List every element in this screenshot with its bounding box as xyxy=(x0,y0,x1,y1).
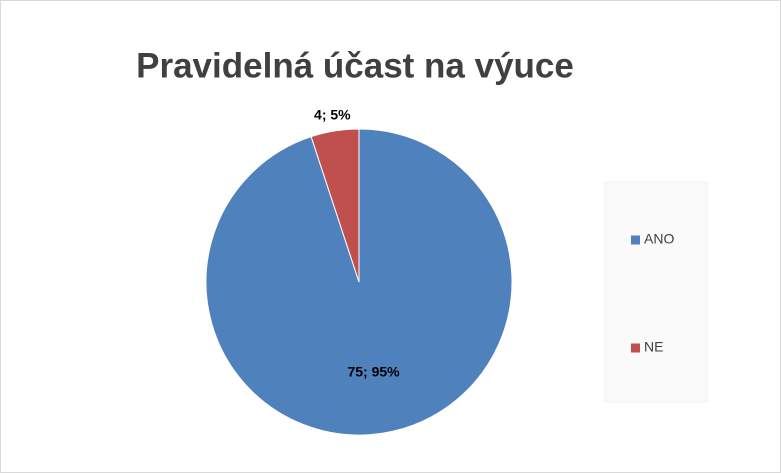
legend-label: NE xyxy=(644,339,663,355)
legend-swatch xyxy=(631,343,640,353)
legend-swatch xyxy=(631,235,640,245)
data-label: 4; 5% xyxy=(314,107,351,123)
data-label: 75; 95% xyxy=(347,363,400,379)
legend-box xyxy=(604,181,708,403)
legend-label: ANO xyxy=(644,231,674,247)
chart-title: Pravidelná účast na výuce xyxy=(136,46,574,85)
pie-slice xyxy=(310,128,360,283)
